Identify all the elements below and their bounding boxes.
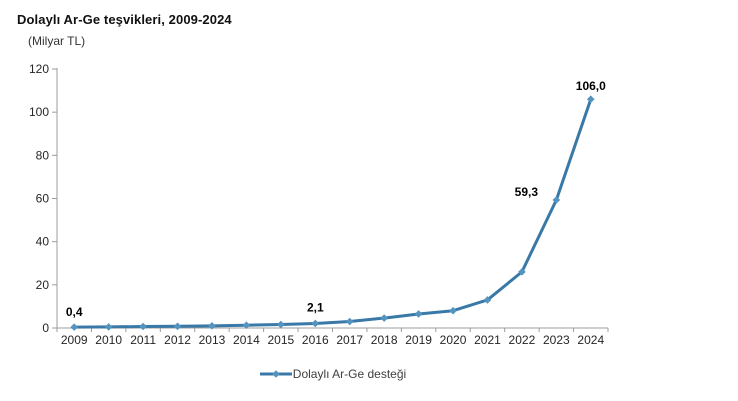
x-axis-tick-label: 2010	[95, 333, 122, 347]
y-axis-tick-label: 100	[29, 105, 49, 119]
legend: Dolaylı Ar-Ge desteği	[57, 365, 608, 383]
x-axis-tick-label: 2018	[371, 333, 398, 347]
data-point-label: 59,3	[515, 185, 539, 199]
x-axis-tick-label: 2013	[199, 333, 226, 347]
x-axis-tick-label: 2015	[267, 333, 294, 347]
x-axis-tick-label: 2021	[474, 333, 501, 347]
data-point-marker	[552, 196, 561, 204]
data-point-marker	[277, 320, 285, 329]
x-axis-tick-label: 2022	[509, 333, 536, 347]
x-axis-tick-label: 2017	[336, 333, 363, 347]
data-point-marker	[173, 322, 182, 331]
chart-subtitle: (Milyar TL)	[28, 34, 86, 48]
legend-label: Dolaylı Ar-Ge desteği	[292, 367, 407, 381]
data-point-marker	[242, 321, 251, 329]
data-point-marker	[483, 296, 492, 304]
data-point-marker	[414, 310, 423, 318]
data-point-marker	[70, 323, 79, 331]
data-point-label: 2,1	[307, 300, 324, 314]
x-axis-tick-label: 2014	[233, 333, 260, 347]
y-axis-tick-label: 20	[36, 278, 50, 292]
x-axis-tick-label: 2009	[61, 333, 88, 347]
data-point-marker	[380, 314, 388, 322]
y-axis-tick-label: 80	[36, 148, 50, 162]
data-point-marker	[208, 322, 216, 330]
y-axis-tick-label: 40	[36, 235, 50, 249]
data-point-label: 106,0	[576, 79, 606, 93]
x-axis-tick-label: 2011	[130, 333, 156, 347]
data-point-marker	[586, 95, 595, 104]
x-axis-tick-label: 2024	[577, 333, 604, 347]
y-axis-tick-label: 120	[29, 62, 49, 76]
x-axis-tick-label: 2012	[164, 333, 191, 347]
x-axis-tick-label: 2019	[405, 333, 432, 347]
data-point-label: 0,4	[66, 305, 83, 319]
data-point-marker	[311, 319, 320, 328]
legend-line-marker-icon	[259, 370, 292, 378]
data-point-marker	[139, 322, 147, 331]
x-axis-tick-label: 2016	[302, 333, 329, 347]
chart-title: Dolaylı Ar-Ge teşvikleri, 2009-2024	[17, 12, 232, 27]
x-axis-tick-label: 2023	[543, 333, 570, 347]
y-axis-tick-label: 0	[42, 321, 49, 335]
data-point-marker	[345, 317, 354, 326]
data-point-marker	[518, 268, 526, 276]
data-point-marker	[449, 306, 457, 315]
series-line	[72, 97, 593, 329]
x-axis-tick-label: 2020	[440, 333, 467, 347]
data-point-marker	[104, 323, 113, 331]
y-axis-tick-label: 60	[36, 192, 50, 206]
